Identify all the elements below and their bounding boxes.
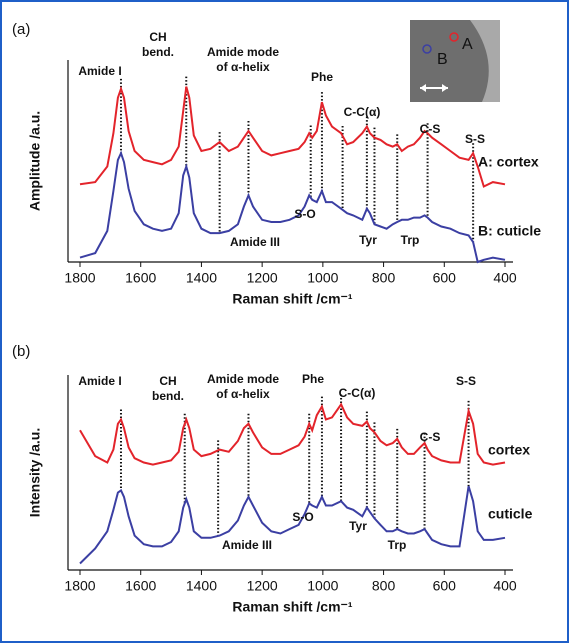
spectrum-line	[79, 485, 506, 565]
x-tick-label: 1200	[247, 270, 278, 286]
series-label: cortex	[488, 442, 530, 458]
x-tick-label: 1400	[186, 270, 217, 286]
peak-annotation: C-S	[420, 122, 441, 136]
peak-annotation: S-S	[465, 132, 485, 146]
panel-label: (b)	[12, 343, 30, 360]
spectrum-line	[79, 150, 506, 264]
spectrum-line	[79, 402, 506, 466]
x-tick-label: 400	[493, 578, 517, 594]
peak-annotation: of α-helix	[216, 387, 270, 401]
series-label: B: cuticle	[478, 223, 541, 239]
x-tick-label: 1000	[307, 578, 338, 594]
x-tick-label: 400	[493, 270, 517, 286]
peak-annotation: bend.	[152, 389, 184, 403]
peak-annotation: Amide III	[230, 235, 280, 249]
x-tick-label: 1800	[64, 270, 95, 286]
x-tick-label: 1800	[64, 578, 95, 594]
scale-arrow-heads	[420, 84, 448, 92]
panel-label: (a)	[12, 21, 30, 38]
peak-annotation: Amide III	[222, 538, 272, 552]
peak-annotation: CH	[159, 374, 176, 388]
peak-annotation: CH	[149, 30, 166, 44]
y-axis-title: Intensity /a.u.	[27, 428, 43, 517]
x-axis-title: Raman shift /cm⁻¹	[232, 291, 353, 307]
y-axis-title: Amplitude /a.u.	[27, 111, 43, 211]
peak-annotation: C-C(α)	[344, 105, 381, 119]
peak-annotation: S-O	[294, 207, 315, 221]
peak-annotation: of α-helix	[216, 60, 270, 74]
peak-annotation: C-S	[420, 430, 441, 444]
x-tick-label: 1200	[247, 578, 278, 594]
x-tick-label: 600	[433, 270, 457, 286]
inset-label: B	[437, 51, 448, 68]
peak-annotation: bend.	[142, 45, 174, 59]
series-label: cuticle	[488, 506, 533, 522]
x-tick-label: 1000	[307, 270, 338, 286]
inset-point-b	[422, 44, 432, 54]
inset: A B	[410, 20, 500, 102]
peak-annotation: Phe	[302, 372, 324, 386]
peak-annotation: S-O	[292, 510, 313, 524]
x-tick-label: 800	[372, 270, 396, 286]
spectrum-line	[79, 85, 506, 188]
peak-annotation: Amide I	[78, 374, 121, 388]
peak-annotation: Amide mode	[207, 372, 279, 386]
inset-region	[470, 20, 500, 102]
inset-point-a	[449, 32, 459, 42]
peak-annotation: Tyr	[349, 519, 367, 533]
peak-annotation: C-C(α)	[339, 386, 376, 400]
x-axis-title: Raman shift /cm⁻¹	[232, 599, 353, 615]
x-tick-label: 600	[433, 578, 457, 594]
x-tick-label: 800	[372, 578, 396, 594]
peak-annotation: Amide mode	[207, 45, 279, 59]
peak-annotation: Amide I	[78, 64, 121, 78]
peak-annotation: Tyr	[359, 233, 377, 247]
peak-annotation: Phe	[311, 70, 333, 84]
peak-annotation: Trp	[401, 233, 420, 247]
x-tick-label: 1600	[125, 270, 156, 286]
x-tick-label: 1600	[125, 578, 156, 594]
series-label: A: cortex	[478, 154, 539, 170]
peak-annotation: Trp	[388, 538, 407, 552]
x-tick-label: 1400	[186, 578, 217, 594]
inset-label: A	[462, 36, 473, 53]
peak-annotation: S-S	[456, 374, 476, 388]
